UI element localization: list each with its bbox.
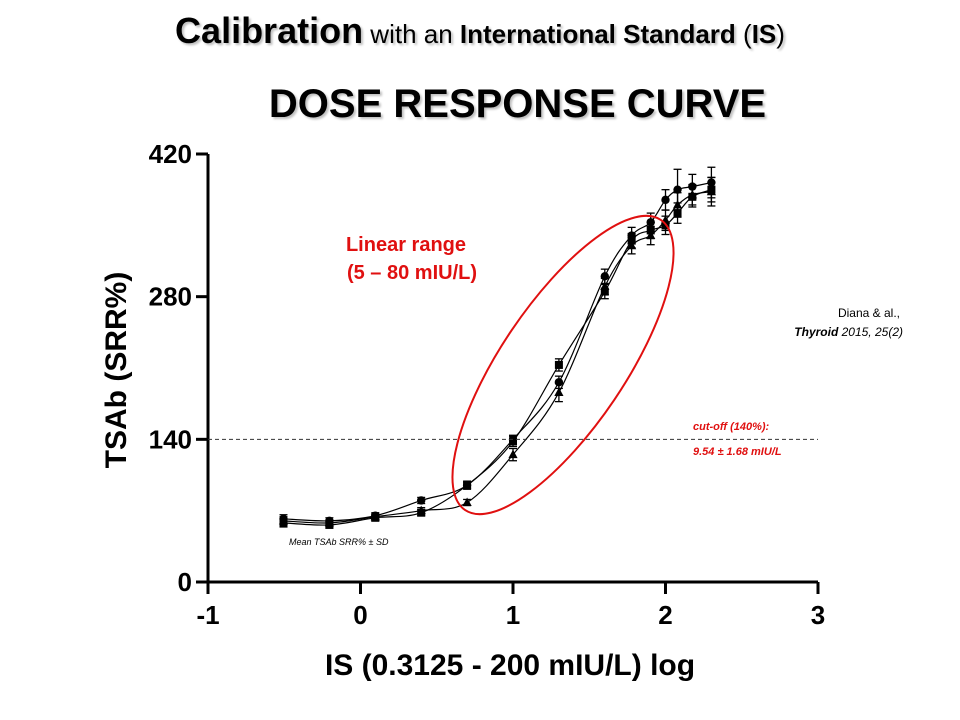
y-tick-label-280: 280 [149, 282, 192, 312]
data-point-square [463, 481, 472, 490]
y-axis-label: TSAb (SRR%) [100, 272, 133, 469]
title-international-standard: International Standard [459, 19, 736, 49]
data-point-triangle [416, 505, 426, 515]
linear-range-ellipse [451, 214, 675, 516]
x-tick-label-1: 1 [506, 600, 520, 630]
data-point-square [509, 437, 517, 446]
reference-journal: Thyroid [794, 325, 839, 339]
data-point-circle [661, 195, 670, 205]
mean-sd-note: Mean TSAb SRR% ± SD [289, 537, 389, 547]
data-point-triangle [370, 511, 380, 521]
data-point-triangle [600, 281, 610, 290]
y-tick-label-420: 420 [149, 139, 192, 169]
data-point-triangle [462, 497, 472, 507]
data-point-triangle [324, 517, 334, 527]
x-tick-label-2: 2 [658, 600, 672, 630]
data-point-triangle [672, 199, 683, 209]
data-point-triangle [706, 186, 717, 196]
x-axis-label: IS (0.3125 - 200 mIU/L) log [325, 649, 695, 682]
data-points [278, 166, 717, 529]
y-tick-label-0: 0 [178, 567, 192, 597]
data-point-triangle [554, 387, 564, 396]
x-tick-label--1: -1 [196, 600, 219, 630]
x-tick-label-0: 0 [353, 600, 367, 630]
reference-year: 2015, 25(2) [838, 325, 903, 339]
data-point-circle [554, 378, 564, 387]
slide-subtitle: DOSE RESPONSE CURVE [268, 82, 767, 126]
cutoff-label-1: cut-off (140%): [693, 421, 770, 433]
data-point-square [554, 360, 563, 369]
data-point-circle [673, 185, 682, 194]
title-is: IS [751, 19, 777, 49]
linear-range-label-2: (5 – 80 mIU/L) [347, 262, 477, 284]
y-tick-label-140: 140 [149, 424, 192, 454]
title-close-paren: ) [776, 19, 785, 49]
data-point-triangle [646, 230, 656, 240]
title-calibration: Calibration [175, 10, 364, 51]
data-point-triangle [278, 515, 289, 525]
linear-range-label-1: Linear range [346, 234, 466, 256]
chart-axes [206, 154, 818, 584]
cutoff-label-2: 9.54 ± 1.68 mIU/L [693, 446, 782, 458]
reference-authors: Diana & al., [838, 306, 900, 320]
reference-citation: Thyroid 2015, 25(2) [794, 325, 903, 339]
data-point-triangle [627, 240, 637, 250]
x-tick-label-3: 3 [811, 600, 825, 630]
title-with-an: with an [363, 19, 460, 49]
title-open-paren: ( [735, 19, 752, 49]
data-point-circle [416, 496, 426, 505]
slide-title: Calibration with an International Standa… [0, 10, 960, 52]
data-point-triangle [508, 449, 518, 459]
data-point-triangle [687, 189, 697, 199]
